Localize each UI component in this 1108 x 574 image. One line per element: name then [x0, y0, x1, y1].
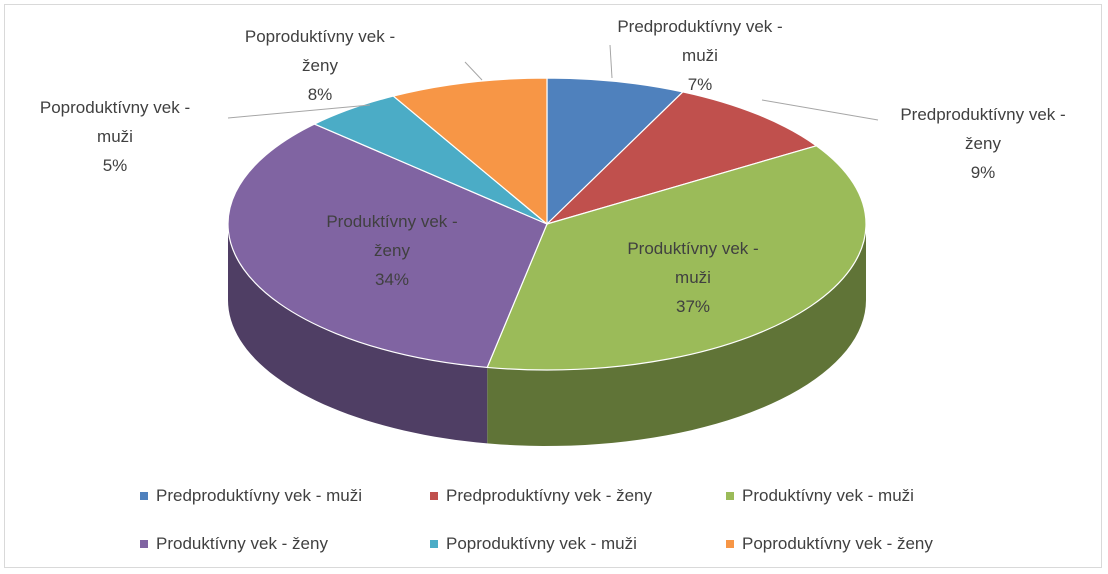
pie-slice [486, 145, 867, 371]
legend-marker [430, 492, 438, 500]
data-label-category: Poproduktívny vek - ženy [244, 27, 396, 75]
leader-line [761, 99, 879, 121]
data-label: Poproduktívny vek - ženy 8% [228, 22, 413, 109]
data-label: Poproduktívny vek - muži 5% [23, 93, 208, 180]
leader-line [609, 44, 613, 79]
data-label-category: Poproduktívny vek - muži [39, 98, 191, 146]
pie-slice [392, 77, 548, 226]
legend-item: Produktívny vek - ženy [140, 534, 328, 554]
data-label-category: Produktívny vek - ženy [326, 212, 458, 260]
legend-item: Produktívny vek - muži [726, 486, 914, 506]
pie-slice [546, 91, 818, 225]
legend-marker [726, 492, 734, 500]
data-label-value: 7% [687, 75, 713, 94]
legend-label: Predproduktívny vek - ženy [446, 486, 652, 505]
data-label-value: 9% [970, 163, 996, 182]
legend-marker [140, 540, 148, 548]
legend-item: Poproduktívny vek - ženy [726, 534, 933, 554]
data-label-value: 5% [102, 156, 128, 175]
legend-label: Poproduktívny vek - muži [446, 534, 637, 553]
legend-label: Produktívny vek - ženy [156, 534, 328, 553]
data-label: Produktívny vek - ženy 34% [307, 207, 477, 294]
data-label: Produktívny vek - muži 37% [608, 234, 778, 321]
legend-marker [726, 540, 734, 548]
legend-marker [430, 540, 438, 548]
data-label-category: Produktívny vek - muži [627, 239, 759, 287]
legend-label: Poproduktívny vek - ženy [742, 534, 933, 553]
data-label-category: Predproduktívny vek - ženy [900, 105, 1066, 153]
data-label-value: 34% [374, 270, 410, 289]
leader-line [464, 61, 483, 81]
pie-slice [227, 123, 548, 369]
legend-label: Produktívny vek - muži [742, 486, 914, 505]
legend-item: Predproduktívny vek - muži [140, 486, 362, 506]
pie-slice [546, 77, 685, 226]
pie-side [487, 224, 866, 446]
data-label-value: 8% [307, 85, 333, 104]
pie-side [228, 224, 488, 444]
legend-item: Predproduktívny vek - ženy [430, 486, 652, 506]
data-label: Predproduktívny vek - ženy 9% [883, 100, 1083, 187]
chart-border [4, 4, 1102, 568]
data-label-category: Predproduktívny vek - muži [617, 17, 783, 65]
data-label: Predproduktívny vek - muži 7% [600, 12, 800, 99]
legend-item: Poproduktívny vek - muži [430, 534, 637, 554]
leader-line [227, 104, 371, 119]
data-label-value: 37% [675, 297, 711, 316]
legend-marker [140, 492, 148, 500]
legend-label: Predproduktívny vek - muži [156, 486, 362, 505]
